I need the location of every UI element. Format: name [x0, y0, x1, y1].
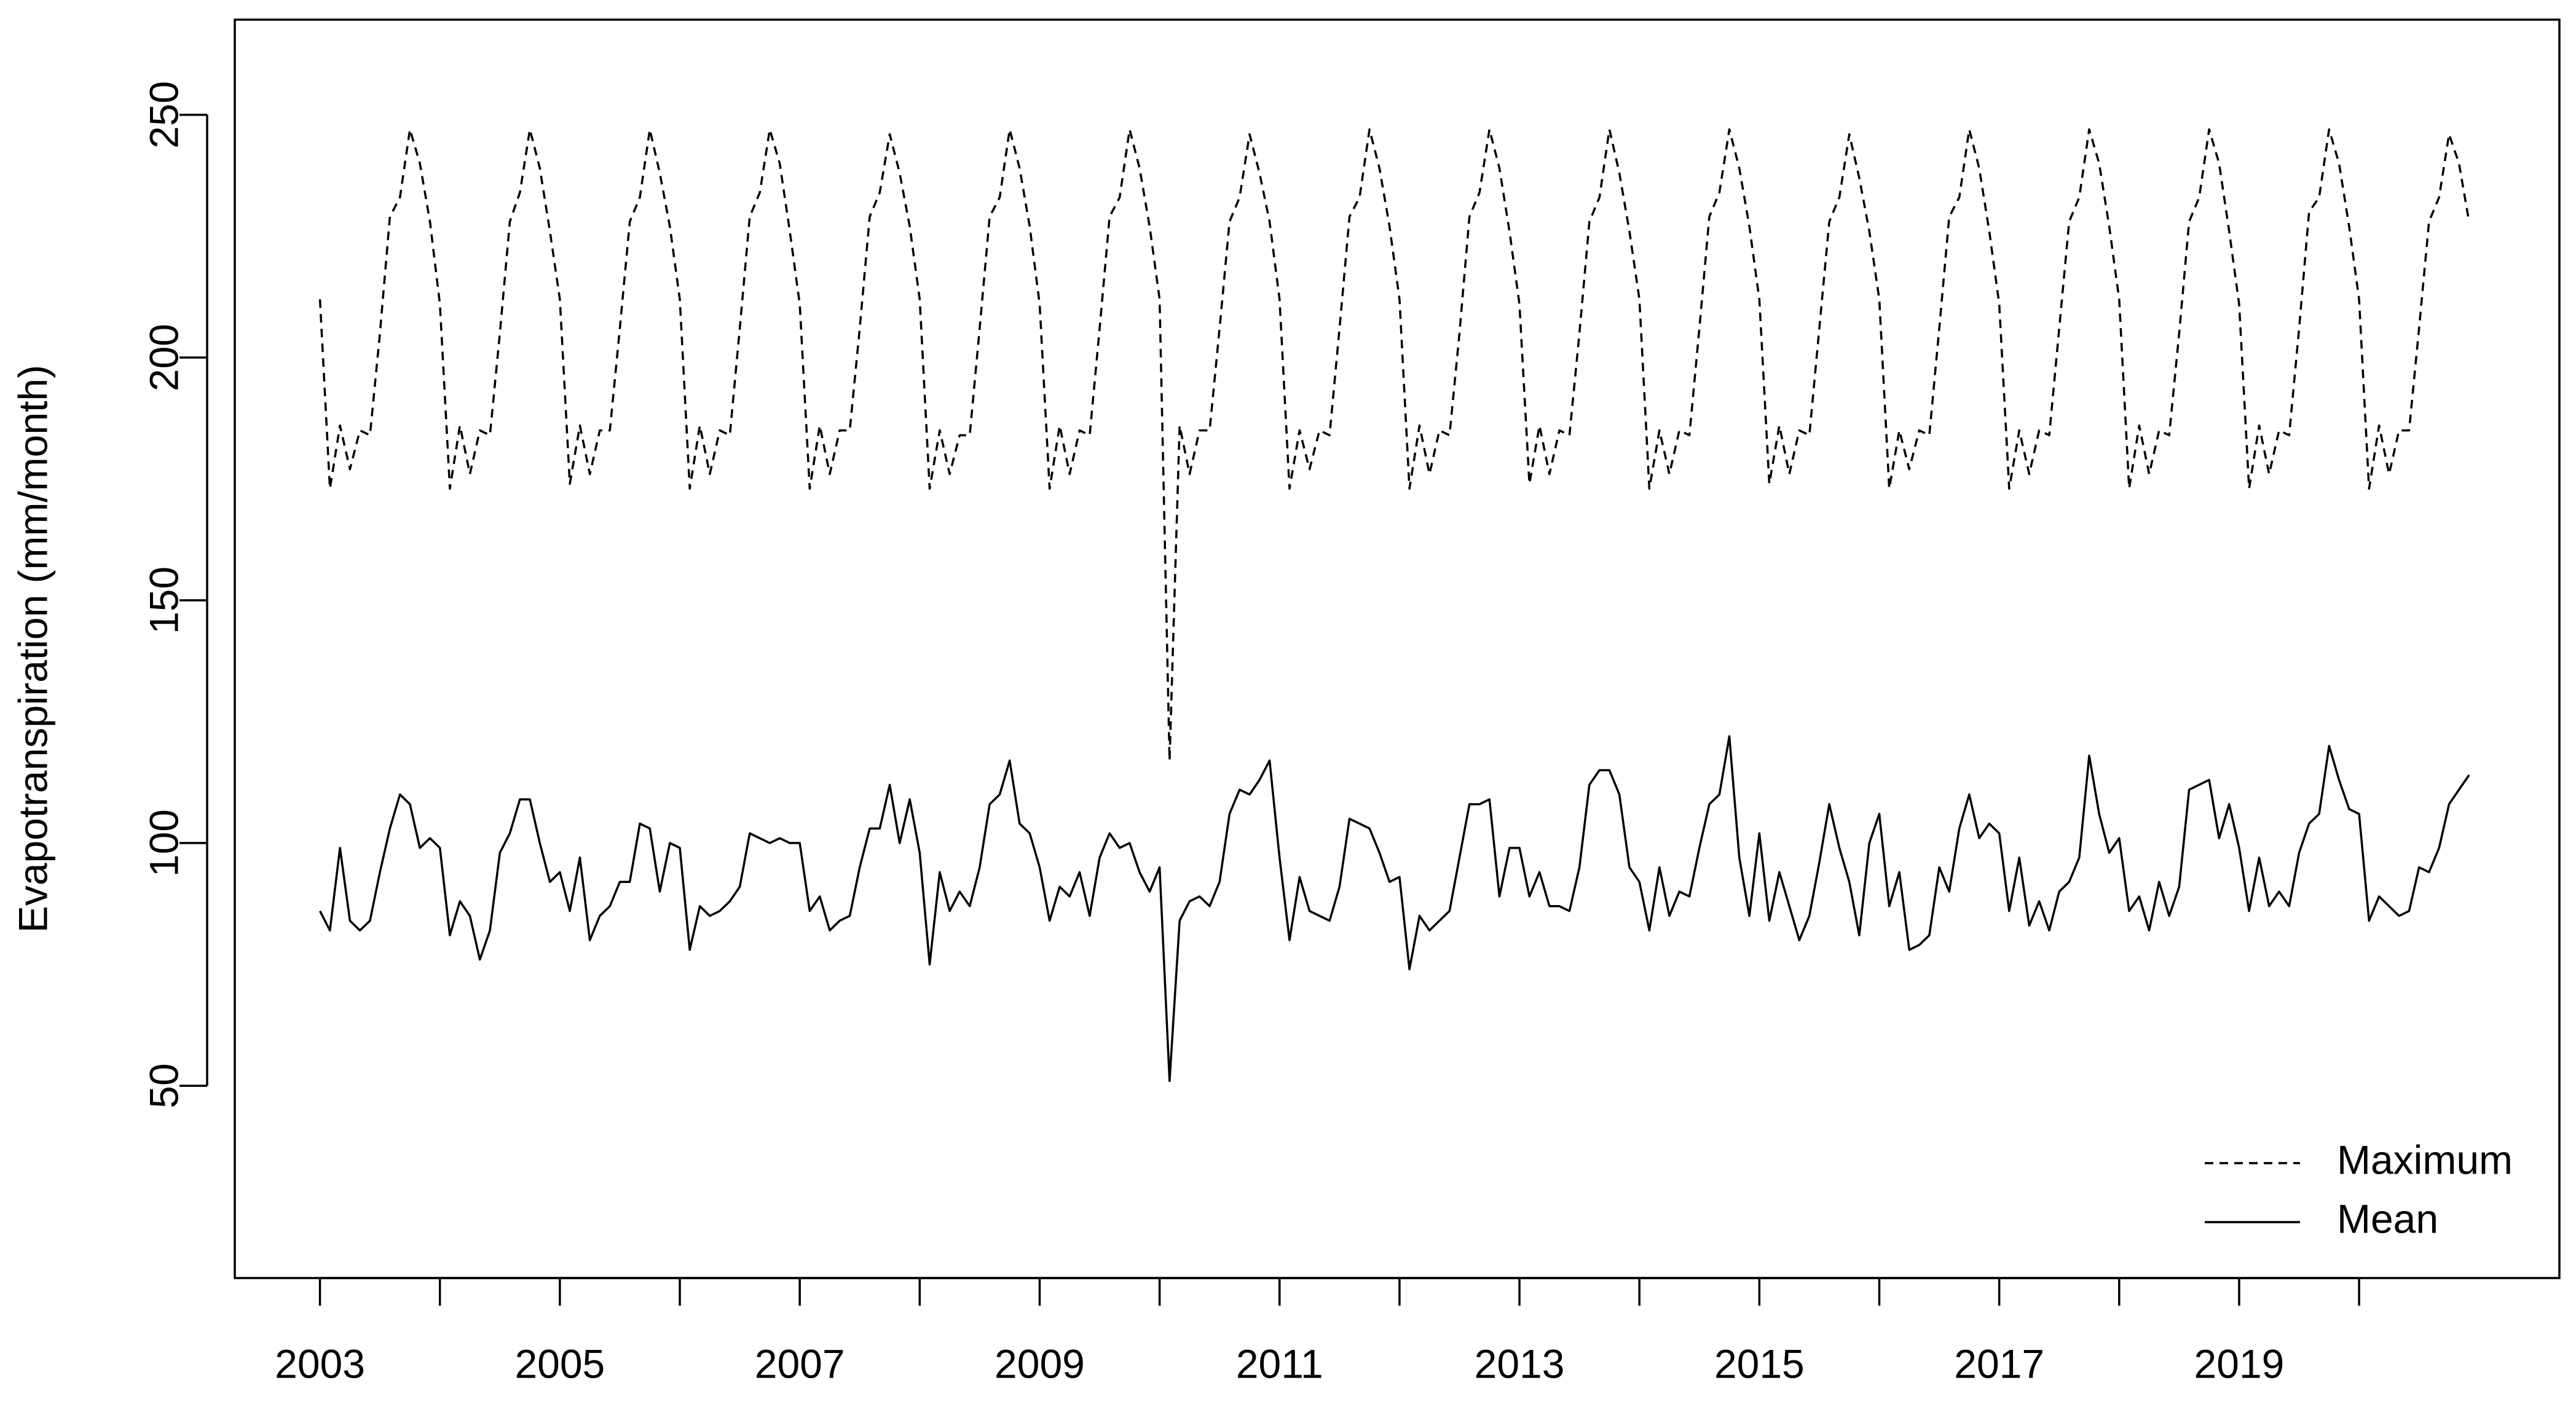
y-axis-label: Evapotranspiration (mm/month) [10, 365, 55, 933]
x-tick-label: 2011 [1236, 1341, 1323, 1386]
x-tick-label: 2003 [275, 1341, 365, 1386]
series-line [318, 128, 2470, 762]
x-tick-label: 2009 [995, 1341, 1085, 1386]
y-tick-label: 200 [141, 324, 186, 391]
legend-label: Mean [2337, 1196, 2438, 1241]
x-tick-label: 2019 [2194, 1341, 2285, 1386]
series-line [319, 735, 2470, 1082]
y-tick-label: 250 [141, 81, 186, 149]
y-tick-label: 100 [141, 809, 186, 877]
x-tick-label: 2015 [1714, 1341, 1805, 1386]
x-tick-label: 2007 [755, 1341, 845, 1386]
x-tick-label: 2017 [1954, 1341, 2044, 1386]
y-tick-label: 50 [141, 1063, 186, 1108]
x-tick-label: 2013 [1475, 1341, 1565, 1386]
x-tick-label: 2005 [514, 1341, 605, 1386]
plot-frame [234, 18, 2561, 1279]
y-tick-label: 150 [141, 567, 186, 634]
legend-label: Maximum [2337, 1137, 2513, 1182]
